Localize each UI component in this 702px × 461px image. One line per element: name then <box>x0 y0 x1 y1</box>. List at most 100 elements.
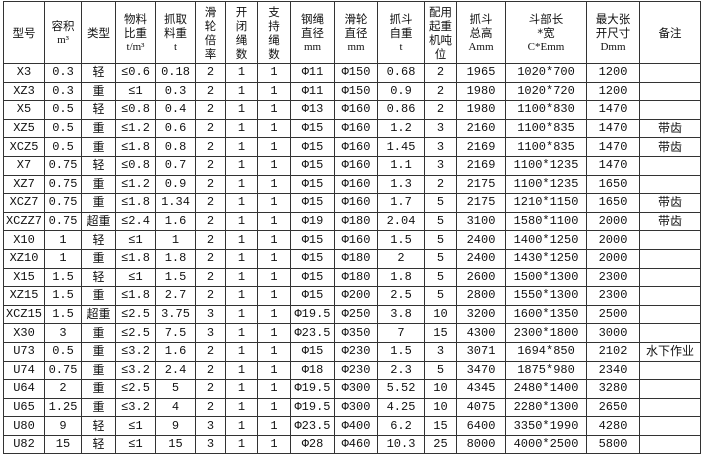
cell-pulley-ratio: 2 <box>195 137 226 157</box>
header-capacity: 容积 m³ <box>44 1 82 64</box>
cell-rope-diameter: Φ15 <box>290 193 335 213</box>
cell-pulley-ratio: 3 <box>195 416 226 436</box>
cell-closing-ropes: 1 <box>225 81 258 102</box>
cell-model: XCZ5 <box>3 137 45 157</box>
cell-holding-ropes: 1 <box>257 379 291 399</box>
cell-type: 轻 <box>81 63 116 83</box>
cell-bucket-length-width: 1100*835 <box>505 118 587 139</box>
table-row: U80 9 轻 ≤1 9 3 1 1 Φ23.5 Φ400 6.2 15 6400 3350*1990 42… <box>3 416 701 436</box>
header-label: 开闭绳数 <box>235 4 248 61</box>
cell-pulley-ratio: 2 <box>195 248 226 269</box>
cell-total-height: 2400 <box>456 230 506 250</box>
header-unit: Amm <box>468 40 494 53</box>
cell-rope-diameter: Φ15 <box>290 118 335 139</box>
cell-pulley-diameter: Φ230 <box>334 341 378 362</box>
cell-crane-tonnage: 2 <box>424 63 457 83</box>
cell-total-height: 2160 <box>456 118 506 139</box>
cell-total-height: 4075 <box>456 397 506 418</box>
cell-pulley-diameter: Φ200 <box>334 286 378 306</box>
cell-capacity: 3 <box>44 323 82 343</box>
cell-total-height: 8000 <box>456 434 506 455</box>
cell-closing-ropes: 1 <box>225 63 258 83</box>
cell-capacity: 1.5 <box>44 286 82 306</box>
cell-capacity: 0.5 <box>44 341 82 362</box>
cell-material-density: ≤1 <box>115 416 156 436</box>
cell-crane-tonnage: 10 <box>424 397 457 418</box>
cell-total-height: 2600 <box>456 267 506 288</box>
cell-pulley-ratio: 2 <box>195 379 226 399</box>
cell-pulley-diameter: Φ160 <box>334 155 378 176</box>
cell-pulley-diameter: Φ160 <box>334 100 378 120</box>
cell-rope-diameter: Φ15 <box>290 155 335 176</box>
cell-material-density: ≤1 <box>115 230 156 250</box>
cell-rope-diameter: Φ23.5 <box>290 323 335 343</box>
cell-rope-diameter: Φ15 <box>290 137 335 157</box>
cell-capacity: 0.5 <box>44 137 82 157</box>
cell-holding-ropes: 1 <box>257 248 291 269</box>
cell-closing-ropes: 1 <box>225 360 258 381</box>
cell-capacity: 1 <box>44 230 82 250</box>
cell-closing-ropes: 1 <box>225 230 258 250</box>
cell-rope-diameter: Φ19.5 <box>290 379 335 399</box>
cell-closing-ropes: 1 <box>225 118 258 139</box>
cell-type: 重 <box>81 397 116 418</box>
cell-bucket-weight: 1.5 <box>377 230 425 250</box>
cell-bucket-weight: 10.3 <box>377 434 425 455</box>
cell-bucket-length-width: 2280*1300 <box>505 397 587 418</box>
cell-total-height: 4300 <box>456 323 506 343</box>
cell-type: 轻 <box>81 230 116 250</box>
cell-type: 超重 <box>81 211 116 232</box>
cell-model: U65 <box>3 397 45 418</box>
cell-type: 轻 <box>81 267 116 288</box>
cell-grab-load: 5 <box>155 379 196 399</box>
cell-holding-ropes: 1 <box>257 155 291 176</box>
header-label: 钢绳直径 <box>301 11 324 40</box>
cell-bucket-weight: 1.8 <box>377 267 425 288</box>
table-row: X7 0.75 轻 ≤0.8 0.7 2 1 1 Φ15 Φ160 1.1 3 2169 1100*123… <box>3 155 701 176</box>
cell-bucket-length-width: 1875*980 <box>505 360 587 381</box>
header-unit: t <box>399 40 403 53</box>
header-label: 支持绳数 <box>268 4 280 61</box>
cell-model: U73 <box>3 341 45 362</box>
cell-crane-tonnage: 15 <box>424 416 457 436</box>
cell-bucket-length-width: 2300*1800 <box>505 323 587 343</box>
cell-material-density: ≤2.4 <box>115 211 156 232</box>
cell-crane-tonnage: 3 <box>424 155 457 176</box>
cell-material-density: ≤0.6 <box>115 63 156 83</box>
cell-remarks <box>639 100 701 120</box>
cell-holding-ropes: 1 <box>257 230 291 250</box>
cell-model: U82 <box>3 434 45 455</box>
header-row: 型号 容积 m³ 类型 物料比重 t/m³ 抓取料重 t 滑轮倍率 开闭绳数 支持绳数 钢绳直径 mm 滑… <box>3 1 701 64</box>
header-pulley-ratio: 滑轮倍率 <box>195 1 226 64</box>
table-row: XCZ7 0.75 重 ≤1.8 1.34 2 1 1 Φ15 Φ160 1.7 5 2175 1210*… <box>3 193 701 213</box>
cell-pulley-ratio: 2 <box>195 174 226 195</box>
cell-pulley-diameter: Φ300 <box>334 397 378 418</box>
cell-grab-load: 7.5 <box>155 323 196 343</box>
cell-grab-load: 15 <box>155 434 196 455</box>
cell-type: 超重 <box>81 304 116 325</box>
table-row: XZ5 0.5 重 ≤1.2 0.6 2 1 1 Φ15 Φ160 1.2 3 2160 1100*835… <box>3 118 701 139</box>
cell-crane-tonnage: 5 <box>424 360 457 381</box>
cell-bucket-length-width: 1100*1235 <box>505 155 587 176</box>
cell-total-height: 1980 <box>456 100 506 120</box>
table-row: XZ7 0.75 重 ≤1.2 0.9 2 1 1 Φ15 Φ160 1.3 2 2175 1100*12… <box>3 174 701 195</box>
table-row: X15 1.5 轻 ≤1 1.5 2 1 1 Φ15 Φ180 1.8 5 2600 1500*1300 2… <box>3 267 701 288</box>
cell-crane-tonnage: 5 <box>424 193 457 213</box>
cell-rope-diameter: Φ13 <box>290 100 335 120</box>
cell-crane-tonnage: 5 <box>424 267 457 288</box>
cell-closing-ropes: 1 <box>225 304 258 325</box>
cell-bucket-length-width: 1500*1300 <box>505 267 587 288</box>
cell-holding-ropes: 1 <box>257 267 291 288</box>
cell-remarks: 水下作业 <box>639 341 701 362</box>
cell-material-density: ≤1.8 <box>115 286 156 306</box>
cell-bucket-weight: 4.25 <box>377 397 425 418</box>
cell-bucket-length-width: 3350*1990 <box>505 416 587 436</box>
cell-bucket-weight: 7 <box>377 323 425 343</box>
cell-max-opening: 2000 <box>586 230 640 250</box>
header-max-opening: 最大张开尺寸 Dmm <box>586 1 640 64</box>
table-row: X5 0.5 轻 ≤0.8 0.4 2 1 1 Φ13 Φ160 0.86 2 1980 1100*830… <box>3 100 701 120</box>
cell-type: 重 <box>81 193 116 213</box>
cell-crane-tonnage: 2 <box>424 174 457 195</box>
cell-max-opening: 1650 <box>586 193 640 213</box>
cell-grab-load: 2.4 <box>155 360 196 381</box>
